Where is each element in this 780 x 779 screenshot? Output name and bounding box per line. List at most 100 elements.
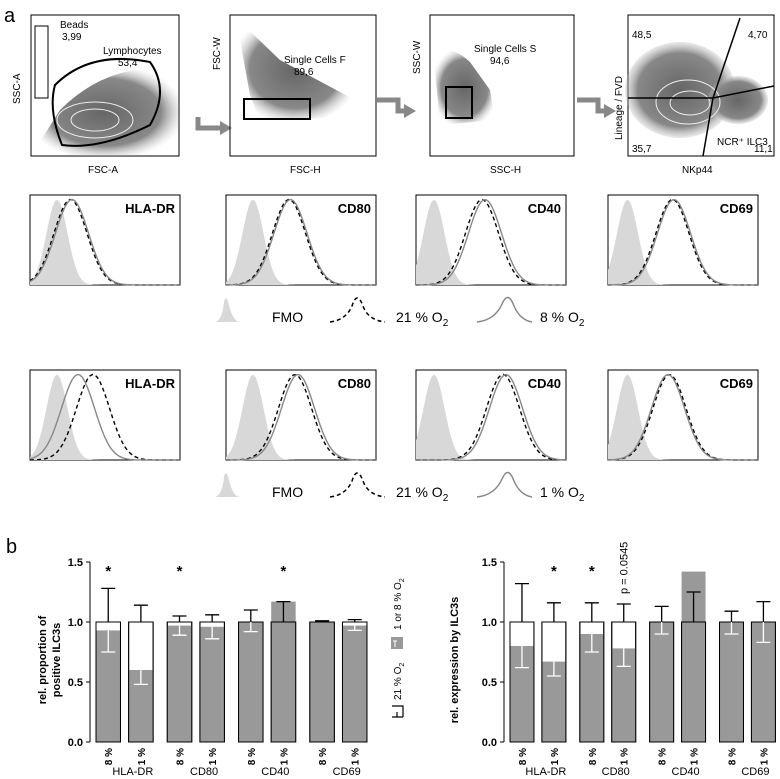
curve-low-o2 — [416, 373, 567, 461]
density-cloud — [236, 18, 355, 120]
gate-name: Single Cells S — [474, 44, 537, 55]
curve-low-o2 — [416, 198, 566, 286]
y-tick-label: 1.5 — [482, 557, 497, 569]
gate-value: 94,6 — [490, 56, 510, 67]
x-axis-label: FSC-A — [88, 165, 118, 176]
y-axis-label: FSC-W — [212, 37, 223, 70]
error-bar-low-o2 — [514, 646, 529, 669]
error-bar-21pct — [315, 620, 330, 622]
legend-fmo-label: FMO — [272, 309, 303, 325]
bar-label: 8 % — [727, 748, 738, 765]
histogram-cd69: CD69 — [607, 194, 759, 286]
x-axis-label: SSC-H — [490, 165, 521, 176]
y-tick-label: 1.5 — [68, 557, 83, 569]
error-bar-21pct — [172, 615, 187, 622]
gate-lymph-name: Lymphocytes — [103, 46, 162, 57]
error-bar-low-o2 — [616, 648, 631, 668]
bar-legend: 1 or 8 % O2 21 % O2 — [391, 578, 406, 718]
curve-21pct — [608, 373, 758, 461]
bar-low-o2 — [238, 622, 264, 742]
histogram-cd40: CD40 — [415, 194, 567, 286]
gating-plot-4: 48,5 4,70 35,7 11,1 NCR⁺ ILC3 NKp44 Line… — [614, 14, 775, 176]
histogram-hla-dr: HLA-DR — [29, 194, 181, 286]
quadrant-top-left: 48,5 — [632, 30, 652, 41]
marker-label: CD80 — [338, 376, 371, 391]
histogram-legend-8pct: FMO 21 % O2 8 % O2 — [214, 296, 585, 329]
bar-label: 1 % — [279, 748, 290, 765]
legend-white-swatch — [392, 705, 404, 718]
density-cloud — [625, 42, 735, 138]
curve-low-o2 — [29, 198, 180, 286]
y-axis-label: SSC-W — [412, 40, 423, 74]
histogram-hla-dr: HLA-DR — [29, 369, 181, 461]
legend-8pct-swatch — [476, 296, 533, 323]
error-bar-21pct — [756, 600, 771, 622]
significance-star: * — [551, 563, 557, 580]
bar-low-o2 — [271, 601, 296, 742]
group-label: CD40 — [261, 766, 289, 778]
error-bar-low-o2 — [654, 622, 669, 635]
gate-single-cells-s — [445, 86, 473, 119]
curve-low-o2 — [225, 198, 376, 286]
group-label: HLA-DR — [525, 766, 566, 778]
legend-fmo-label: FMO — [272, 484, 303, 500]
bar-label: 8 % — [518, 748, 529, 765]
group-label: CD40 — [672, 766, 700, 778]
y-tick-label: 0.0 — [482, 737, 497, 749]
fmo-curve — [30, 374, 180, 460]
x-axis-label: FSC-H — [290, 165, 321, 176]
bar-label: 1 % — [620, 748, 631, 765]
marker-label: CD40 — [528, 201, 561, 216]
group-label: CD80 — [602, 766, 630, 778]
curve-low-o2 — [607, 198, 758, 286]
error-bar-21pct — [686, 591, 701, 622]
bar-label: 1 % — [550, 748, 561, 765]
arrow-1 — [195, 117, 222, 131]
error-bar-low-o2 — [133, 670, 148, 686]
gate-value: 89,6 — [294, 67, 314, 78]
error-bar-low-o2 — [243, 622, 258, 633]
density-cloud — [31, 68, 178, 156]
quadrant-top-right: 4,70 — [748, 30, 768, 41]
marker-label: HLA-DR — [125, 201, 175, 216]
bar-low-o2 — [681, 571, 706, 742]
bar-low-o2 — [309, 622, 335, 742]
marker-label: CD80 — [338, 201, 371, 216]
bar-low-o2 — [751, 622, 776, 742]
curve-low-o2 — [607, 373, 758, 461]
bar-low-o2 — [719, 622, 744, 742]
bar-label: 8 % — [104, 748, 115, 765]
error-bar-21pct — [243, 609, 258, 622]
gating-plot-3: Single Cells S 94,6 SSC-H SSC-W — [412, 14, 575, 176]
error-bar-21pct — [514, 582, 529, 622]
gate-beads-value: 3,99 — [62, 32, 82, 43]
curve-21pct — [226, 198, 376, 286]
y-axis-label: Lineage / FVD — [614, 76, 625, 140]
p-value-annotation: p = 0.0545 — [619, 542, 631, 594]
error-bar-21pct — [133, 604, 148, 622]
curve-21pct — [415, 198, 566, 286]
error-bar-21pct — [101, 587, 116, 622]
y-tick-label: 1.0 — [482, 617, 497, 629]
error-bar-low-o2 — [756, 622, 771, 644]
marker-label: HLA-DR — [125, 376, 175, 391]
error-bar-low-o2 — [205, 626, 220, 640]
error-bar-21pct — [584, 602, 599, 622]
arrow-2 — [377, 97, 406, 114]
legend-21pct-swatch — [329, 297, 386, 323]
marker-label: CD69 — [720, 201, 753, 216]
legend-21pct-swatch — [329, 472, 386, 498]
curve-low-o2 — [29, 373, 180, 461]
quadrant-bottom-right: 11,1 — [754, 144, 773, 155]
error-bar-21pct — [546, 602, 561, 622]
gate-lymph-value: 53,4 — [118, 58, 138, 69]
bar-label: 1 % — [351, 748, 362, 765]
bar-label: 1 % — [690, 748, 701, 765]
error-bar-21pct — [654, 605, 669, 622]
panel-a-label: a — [4, 5, 16, 27]
gate-name: Single Cells F — [284, 55, 346, 66]
histogram-cd69: CD69 — [607, 369, 759, 461]
